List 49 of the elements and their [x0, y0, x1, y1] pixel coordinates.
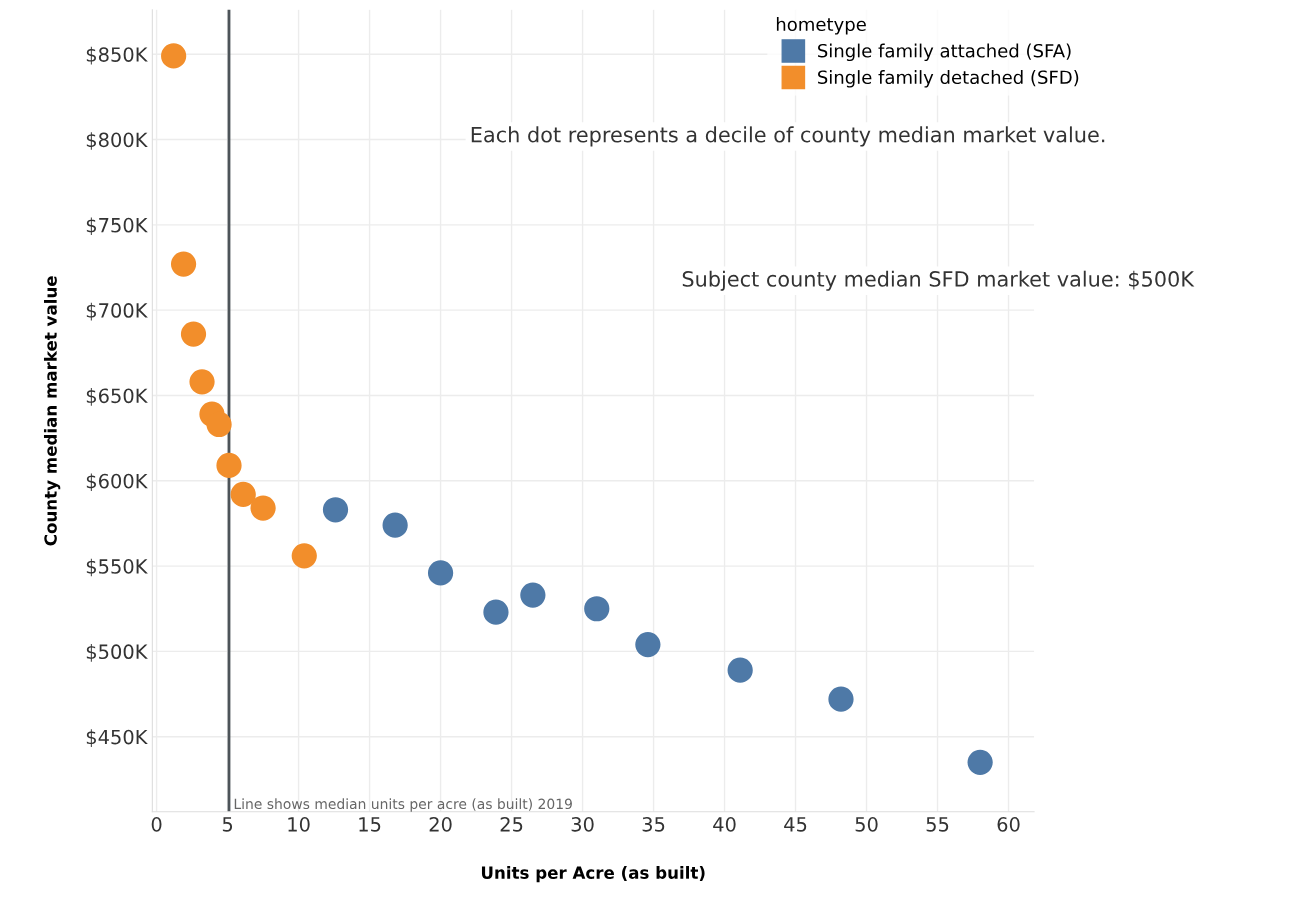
- x-tick-label: 15: [359, 817, 381, 832]
- x-axis-title: Units per Acre (as built): [481, 866, 705, 883]
- x-tick-label: 60: [997, 816, 1020, 832]
- point: [161, 43, 187, 69]
- y-tick-label: $600K: [86, 473, 148, 492]
- point: [170, 251, 197, 277]
- point: [291, 543, 317, 569]
- x-tick-label: 10: [288, 816, 310, 832]
- x-tick-label: 45: [784, 817, 807, 832]
- point: [216, 452, 242, 479]
- y-tick-label: $450K: [86, 729, 148, 747]
- x-tick-label: 0: [151, 816, 162, 832]
- annotation: Subject county median SFD market value: $500K: [682, 270, 1195, 291]
- x-tick-label: 40: [713, 816, 736, 832]
- legend-title: hometype: [776, 17, 866, 35]
- x-tick-label: 25: [500, 816, 523, 832]
- x-tick-label: 5: [222, 817, 233, 832]
- y-tick-label: $800K: [86, 132, 148, 150]
- point: [250, 495, 276, 521]
- point: [520, 582, 546, 608]
- x-tick-label: 30: [571, 816, 594, 832]
- legend-label: Single family detached (SFD): [818, 70, 1079, 88]
- point: [322, 497, 349, 523]
- point: [427, 560, 454, 586]
- point: [382, 512, 408, 538]
- y-tick-label: $750K: [86, 217, 148, 236]
- x-tick-label: 20: [429, 816, 452, 832]
- point: [828, 686, 854, 712]
- point: [727, 657, 753, 683]
- ref-line-label: Line shows median units per acre (as built) 2019: [234, 798, 572, 812]
- legend-label: Single family attached (SFA): [818, 43, 1071, 62]
- y-tick-label: $550K: [86, 558, 148, 577]
- point: [206, 411, 232, 438]
- x-tick-label: 50: [855, 816, 878, 832]
- x-tick-label: 55: [926, 817, 949, 832]
- point: [483, 599, 509, 625]
- point: [180, 321, 207, 347]
- y-tick-label: $850K: [86, 46, 148, 65]
- x-tick-label: 35: [642, 816, 665, 832]
- y-tick-label: $700K: [86, 302, 148, 321]
- y-axis-title: County median market value: [43, 276, 61, 546]
- point: [967, 749, 993, 775]
- point: [584, 596, 610, 622]
- point: [635, 631, 661, 658]
- y-tick-label: $500K: [86, 644, 148, 662]
- y-tick-label: $650K: [86, 388, 148, 406]
- annotation: Each dot represents a decile of county median market value.: [471, 126, 1105, 147]
- point: [230, 481, 256, 508]
- point: [189, 369, 215, 395]
